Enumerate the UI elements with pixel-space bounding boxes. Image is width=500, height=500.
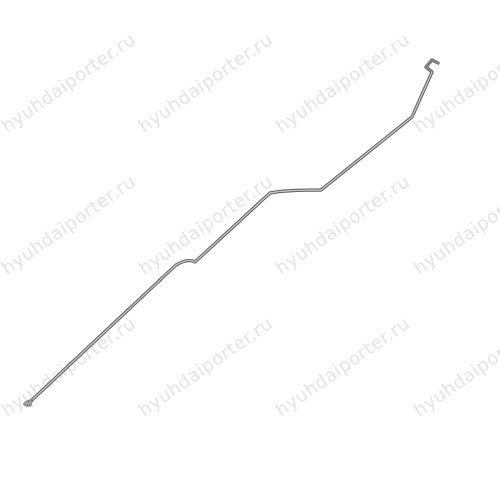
rod-shadow [26, 58, 440, 407]
rod-body [27, 59, 439, 406]
rod-highlight [27, 71, 433, 406]
rod-hook-end [23, 399, 33, 407]
